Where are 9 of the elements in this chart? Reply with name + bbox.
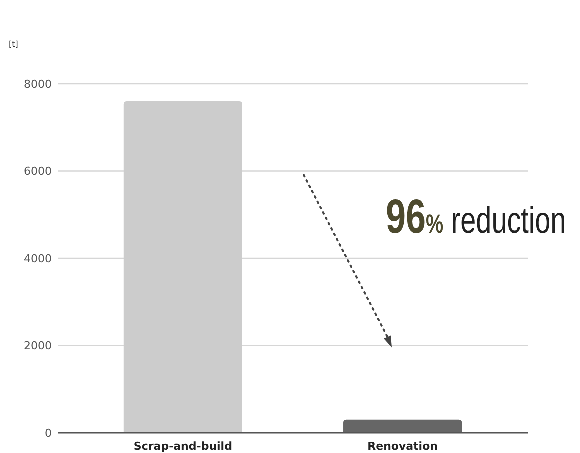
y-tick-label: 8000 xyxy=(24,78,52,91)
y-tick-label: 0 xyxy=(45,426,52,440)
y-tick-label: 4000 xyxy=(24,252,52,266)
y-tick-label: 2000 xyxy=(24,340,52,353)
y-tick-label: 6000 xyxy=(24,165,52,178)
y-axis-title: [t] xyxy=(9,40,18,49)
x-tick-label: Scrap-and-build xyxy=(134,440,232,453)
annotation: 96% reduction xyxy=(386,190,566,244)
x-tick-label: Renovation xyxy=(368,440,438,453)
